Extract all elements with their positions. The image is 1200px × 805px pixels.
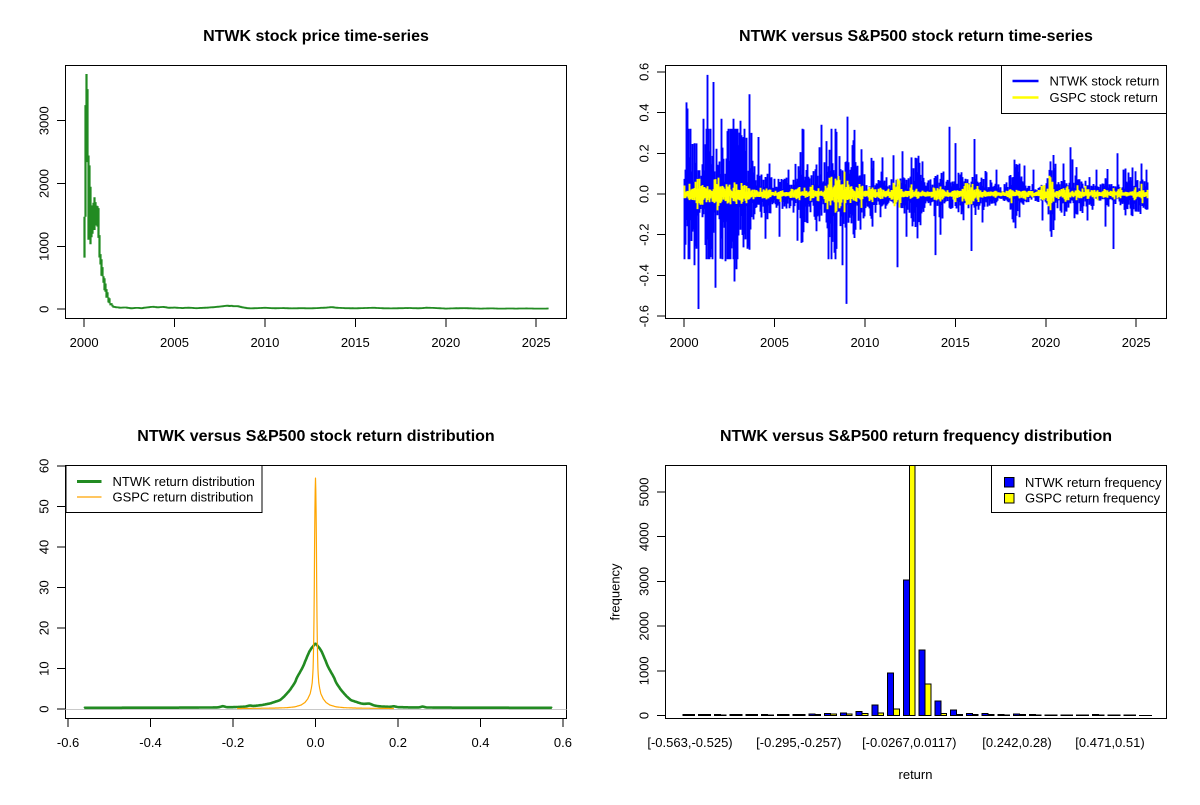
svg-text:2000: 2000 — [637, 612, 652, 641]
svg-text:GSPC return frequency: GSPC return frequency — [1025, 491, 1161, 506]
svg-text:0.6: 0.6 — [554, 735, 572, 750]
svg-text:NTWK versus S&P500 return freq: NTWK versus S&P500 return frequency dist… — [720, 428, 1112, 445]
svg-text:0.2: 0.2 — [637, 144, 652, 162]
svg-text:-0.4: -0.4 — [139, 735, 161, 750]
svg-text:1000: 1000 — [637, 656, 652, 685]
svg-text:50: 50 — [37, 499, 52, 513]
svg-text:40: 40 — [37, 540, 52, 554]
svg-text:NTWK versus S&P500 stock retur: NTWK versus S&P500 stock return time-ser… — [739, 28, 1093, 45]
svg-text:3000: 3000 — [37, 106, 52, 135]
svg-text:2010: 2010 — [850, 335, 879, 350]
svg-text:2000: 2000 — [70, 335, 99, 350]
svg-text:2000: 2000 — [37, 169, 52, 198]
svg-text:-0.6: -0.6 — [637, 305, 652, 327]
svg-text:0.4: 0.4 — [637, 104, 652, 122]
svg-text:1000: 1000 — [37, 232, 52, 261]
svg-text:NTWK stock price time-series: NTWK stock price time-series — [203, 28, 429, 45]
svg-text:2000: 2000 — [670, 335, 699, 350]
svg-text:-0.2: -0.2 — [637, 223, 652, 245]
svg-text:NTWK stock return: NTWK stock return — [1050, 74, 1160, 89]
svg-text:0: 0 — [37, 306, 52, 313]
svg-text:2025: 2025 — [1122, 335, 1151, 350]
svg-text:2010: 2010 — [250, 335, 279, 350]
svg-text:0: 0 — [37, 705, 52, 712]
svg-text:2005: 2005 — [760, 335, 789, 350]
svg-text:4000: 4000 — [637, 522, 652, 551]
svg-text:3000: 3000 — [637, 567, 652, 596]
svg-text:20: 20 — [37, 621, 52, 635]
svg-text:60: 60 — [37, 459, 52, 473]
svg-text:NTWK versus S&P500 stock retur: NTWK versus S&P500 stock return distribu… — [137, 428, 494, 445]
svg-text:0.0: 0.0 — [306, 735, 324, 750]
svg-text:0: 0 — [637, 712, 652, 719]
svg-text:GSPC return distribution: GSPC return distribution — [113, 490, 254, 505]
svg-text:-0.2: -0.2 — [222, 735, 244, 750]
svg-text:2020: 2020 — [1031, 335, 1060, 350]
svg-text:0.0: 0.0 — [637, 185, 652, 203]
svg-text:10: 10 — [37, 661, 52, 675]
svg-text:2005: 2005 — [160, 335, 189, 350]
svg-text:2025: 2025 — [522, 335, 551, 350]
svg-text:NTWK return distribution: NTWK return distribution — [113, 474, 255, 489]
svg-text:-0.4: -0.4 — [637, 264, 652, 286]
svg-text:5000: 5000 — [637, 478, 652, 507]
svg-text:GSPC stock return: GSPC stock return — [1050, 90, 1158, 105]
svg-text:-0.6: -0.6 — [57, 735, 79, 750]
svg-text:2015: 2015 — [941, 335, 970, 350]
svg-text:[-0.295,-0.257): [-0.295,-0.257) — [756, 735, 841, 750]
svg-text:[0.242,0.28): [0.242,0.28) — [982, 735, 1051, 750]
svg-text:NTWK return frequency: NTWK return frequency — [1025, 475, 1162, 490]
svg-text:0.4: 0.4 — [471, 735, 489, 750]
svg-text:0.2: 0.2 — [389, 735, 407, 750]
svg-text:return: return — [899, 767, 933, 782]
svg-text:30: 30 — [37, 580, 52, 594]
svg-text:[-0.0267,0.0117): [-0.0267,0.0117) — [862, 735, 956, 750]
svg-text:2020: 2020 — [431, 335, 460, 350]
svg-text:[-0.563,-0.525): [-0.563,-0.525) — [647, 735, 732, 750]
svg-text:0.6: 0.6 — [637, 63, 652, 81]
svg-text:[0.471,0.51): [0.471,0.51) — [1075, 735, 1144, 750]
svg-text:frequency: frequency — [608, 563, 623, 621]
svg-text:2015: 2015 — [341, 335, 370, 350]
